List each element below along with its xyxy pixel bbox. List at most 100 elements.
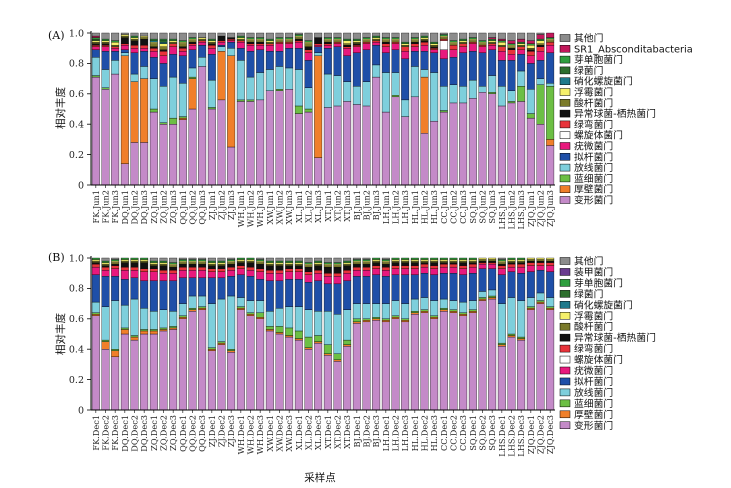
bar-segment <box>188 37 197 40</box>
bar-segment <box>227 146 236 186</box>
bar-segment <box>246 259 255 262</box>
bar-segment <box>372 40 381 43</box>
bar-segment <box>536 269 545 294</box>
bar-segment <box>285 306 294 329</box>
bar-segment <box>256 279 265 301</box>
x-tick-label: FK.Jun2 <box>101 190 111 223</box>
x-tick-label: QQ.Dec2 <box>188 415 198 452</box>
x-tick-label: QQ.Jun2 <box>188 190 198 225</box>
bar-segment <box>488 49 497 76</box>
bar-segment <box>149 48 158 52</box>
bar-segment <box>149 38 158 41</box>
bar-segment <box>410 96 419 186</box>
bar-segment <box>333 105 342 186</box>
bar-segment <box>468 259 477 262</box>
bar-segment <box>111 259 120 262</box>
bar-segment <box>333 266 342 274</box>
bar-segment <box>343 46 352 49</box>
bar-segment <box>188 269 197 278</box>
bar-segment <box>507 335 516 338</box>
bar-segment <box>410 298 419 312</box>
bar-segment <box>333 361 342 411</box>
x-tick-label: ZQ.Dec3 <box>168 415 178 451</box>
bar-segment <box>178 116 187 119</box>
bar-segment <box>352 276 361 304</box>
bar-segment <box>246 41 255 44</box>
bar-segment <box>91 312 100 315</box>
bar-segment <box>372 320 381 411</box>
bar-segment <box>149 41 158 44</box>
bar-segment <box>120 163 129 186</box>
bar-segment <box>488 289 497 297</box>
bar-segment <box>401 260 410 263</box>
bar-segment-other <box>275 32 284 38</box>
legend-swatch <box>559 66 571 75</box>
x-tick-label: WH.Jun3 <box>255 190 265 227</box>
bar-segment-other <box>420 32 429 37</box>
bar-segment <box>227 350 236 353</box>
bar-segment <box>207 347 216 350</box>
bar-segment <box>352 40 361 43</box>
bar-segment <box>420 41 429 46</box>
bar-segment-other <box>140 32 149 37</box>
bar-segment <box>207 303 216 348</box>
bar-segment <box>188 277 197 297</box>
bar-segment <box>536 78 545 85</box>
bar-segment <box>391 95 400 98</box>
bar-segment <box>526 265 535 272</box>
bar-segment <box>188 41 197 44</box>
bar-segment <box>256 318 265 411</box>
bar-segment <box>111 300 120 350</box>
bar-segment <box>439 86 448 111</box>
bar-segment <box>256 268 265 272</box>
bar-segment <box>227 40 236 43</box>
bar-segment <box>140 142 149 186</box>
bar-segment <box>536 259 545 262</box>
legend-swatch <box>559 163 571 172</box>
bar-segment <box>227 259 236 262</box>
bar-segment <box>198 277 207 297</box>
bar-segment <box>468 262 477 265</box>
legend-swatch <box>559 268 571 276</box>
bar-segment <box>333 359 342 362</box>
bar-segment <box>169 38 178 41</box>
bar-segment <box>236 40 245 43</box>
bar-segment <box>140 257 149 260</box>
bar-segment <box>217 344 226 411</box>
bar-segment <box>323 265 332 268</box>
y-tick-label: 0.8 <box>69 59 84 70</box>
bar-segment <box>536 34 545 40</box>
bar-segment <box>130 44 139 49</box>
x-tick-label: FK.Dec3 <box>110 415 120 451</box>
bar-segment <box>130 40 139 46</box>
bar-segment <box>304 60 313 88</box>
bar-segment-other <box>236 32 245 37</box>
bar-segment <box>275 269 284 274</box>
bar-segment <box>536 257 545 260</box>
bar-segment <box>188 76 197 79</box>
bar-segment <box>507 46 516 49</box>
bar-segment <box>497 40 506 43</box>
x-tick-label: XW.Dec2 <box>275 415 285 452</box>
bar-segment <box>314 52 323 56</box>
bar-segment <box>275 41 284 44</box>
bar-segment <box>275 40 284 43</box>
bar-segment <box>140 38 149 46</box>
bar-segment <box>265 263 274 266</box>
bar-segment <box>381 321 390 411</box>
x-tick-label: SQ.Dec3 <box>487 415 497 451</box>
bar-segment <box>246 269 255 277</box>
legend-label: 厚壁菌门 <box>574 408 613 421</box>
bar-segment <box>372 265 381 269</box>
bar-segment <box>304 49 313 53</box>
bar-segment <box>430 262 439 266</box>
bar-segment-other <box>285 257 294 262</box>
bar-segment <box>459 315 468 411</box>
bar-segment <box>391 260 400 263</box>
bar-segment <box>401 265 410 269</box>
bar-segment <box>323 344 332 354</box>
x-tick-label: BJ.Dec3 <box>371 415 381 447</box>
bar-segment <box>169 273 178 281</box>
x-tick-label: ZJQ.Dec3 <box>545 415 555 454</box>
